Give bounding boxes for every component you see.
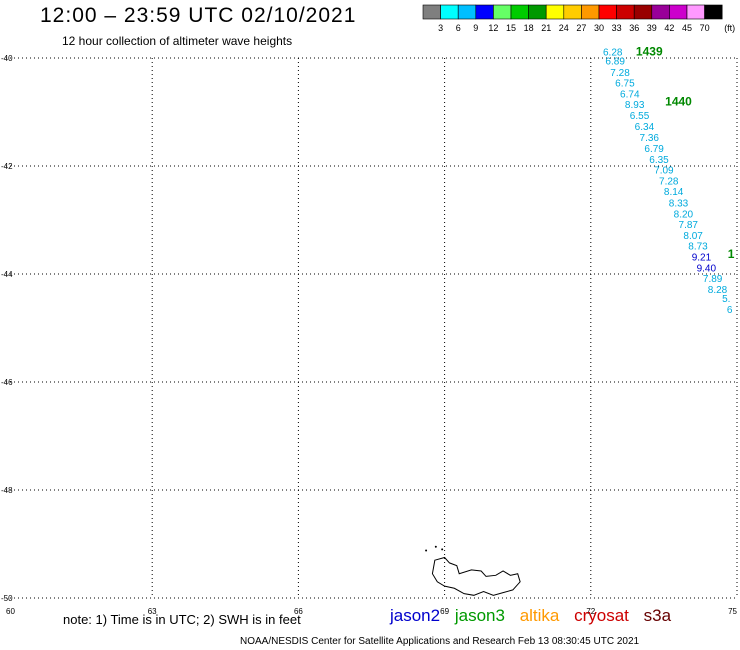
time-label: 1439 bbox=[636, 44, 663, 58]
satellite-legend: jason2 jason3 altika cryosat s3a bbox=[390, 606, 681, 626]
wave-height-label: 8.28 bbox=[708, 285, 728, 296]
colorbar-tick-label: 12 bbox=[488, 23, 498, 33]
time-label: 1440 bbox=[665, 95, 692, 109]
wave-height-label: 7.28 bbox=[659, 176, 679, 187]
colorbar-tick-label: 42 bbox=[664, 23, 674, 33]
colorbar-tick-label: 24 bbox=[559, 23, 569, 33]
y-tick-label: -48 bbox=[1, 486, 13, 495]
y-tick-label: -40 bbox=[1, 54, 13, 63]
wave-height-label: 8.33 bbox=[669, 199, 689, 210]
wave-height-label: 7.36 bbox=[640, 133, 660, 144]
y-tick-label: -42 bbox=[1, 162, 13, 171]
wave-height-label: 9.21 bbox=[692, 253, 712, 264]
wave-height-label: 6.34 bbox=[635, 122, 655, 133]
wave-height-label: 7.87 bbox=[679, 220, 699, 231]
satellite-altika: altika bbox=[519, 606, 560, 625]
x-tick-label: 63 bbox=[148, 607, 157, 616]
footer-note: note: 1) Time is in UTC; 2) SWH is in fe… bbox=[63, 612, 301, 627]
wave-height-label: 6.75 bbox=[615, 79, 635, 90]
islet-dot bbox=[425, 549, 428, 552]
wave-height-label: 8.07 bbox=[683, 231, 703, 242]
wave-height-label: 8.73 bbox=[688, 242, 708, 253]
colorbar-tick-label: 18 bbox=[524, 23, 534, 33]
x-tick-label: 66 bbox=[294, 607, 303, 616]
x-tick-label: 60 bbox=[6, 607, 15, 616]
wave-height-label: 6.28 bbox=[603, 47, 623, 58]
colorbar-tick-label: 3 bbox=[438, 23, 443, 33]
wave-height-label: 9.40 bbox=[697, 263, 717, 274]
wave-height-label: 7.28 bbox=[610, 68, 630, 79]
island-outline bbox=[431, 556, 521, 596]
wave-height-label: 6.74 bbox=[620, 89, 640, 100]
satellite-s3a: s3a bbox=[643, 606, 672, 625]
wave-height-label: 6.35 bbox=[649, 155, 669, 166]
islet-dot bbox=[434, 545, 437, 548]
wave-height-label: 6 bbox=[727, 305, 733, 316]
colorbar-tick-label: 21 bbox=[541, 23, 551, 33]
wave-height-label: 8.14 bbox=[664, 187, 684, 198]
x-tick-label: 75 bbox=[728, 607, 737, 616]
credit-line: NOAA/NESDIS Center for Satellite Applica… bbox=[240, 636, 640, 647]
y-tick-label: -46 bbox=[1, 378, 13, 387]
wave-height-label: 6.89 bbox=[605, 56, 625, 67]
wave-height-label: 6.79 bbox=[644, 144, 664, 155]
x-tick-label: 69 bbox=[440, 607, 449, 616]
colorbar-tick-label: 70 bbox=[700, 23, 710, 33]
y-tick-label: -50 bbox=[1, 594, 13, 603]
wave-height-label: 7.89 bbox=[703, 274, 723, 285]
colorbar-legend: 3 6 9 12 15 18 21 24 27 30 33 36 39 42 45 70 (ft) bbox=[422, 4, 735, 33]
colorbar-unit-label: (ft) bbox=[724, 23, 735, 33]
y-tick-label: -44 bbox=[1, 270, 13, 279]
colorbar-tick-label: 27 bbox=[576, 23, 586, 33]
islet-dot bbox=[441, 548, 444, 551]
colorbar-tick-label: 36 bbox=[629, 23, 639, 33]
satellite-cryosat: cryosat bbox=[574, 606, 629, 625]
page-subtitle: 12 hour collection of altimeter wave hei… bbox=[62, 34, 293, 48]
satellite-jason2: jason2 bbox=[390, 606, 441, 625]
colorbar-tick-label: 30 bbox=[594, 23, 604, 33]
page-title: 12:00 – 23:59 UTC 02/10/2021 bbox=[40, 4, 357, 27]
colorbar-tick-label: 9 bbox=[473, 23, 478, 33]
wave-height-label: 7.09 bbox=[654, 166, 674, 177]
colorbar-tick-label: 33 bbox=[612, 23, 622, 33]
colorbar-tick-label: 15 bbox=[506, 23, 516, 33]
wave-height-label: 8.93 bbox=[625, 100, 645, 111]
wave-height-label: 8.20 bbox=[674, 209, 694, 220]
colorbar-tick-label: 39 bbox=[647, 23, 657, 33]
wave-height-label: 5. bbox=[722, 294, 730, 305]
colorbar-tick-label: 6 bbox=[456, 23, 461, 33]
satellite-jason3: jason3 bbox=[454, 606, 505, 625]
wave-height-label: 6.55 bbox=[630, 111, 650, 122]
colorbar-swatch bbox=[704, 4, 723, 20]
colorbar-tick-label: 45 bbox=[682, 23, 692, 33]
x-tick-label: 72 bbox=[586, 607, 595, 616]
time-label: 1 bbox=[728, 247, 735, 261]
